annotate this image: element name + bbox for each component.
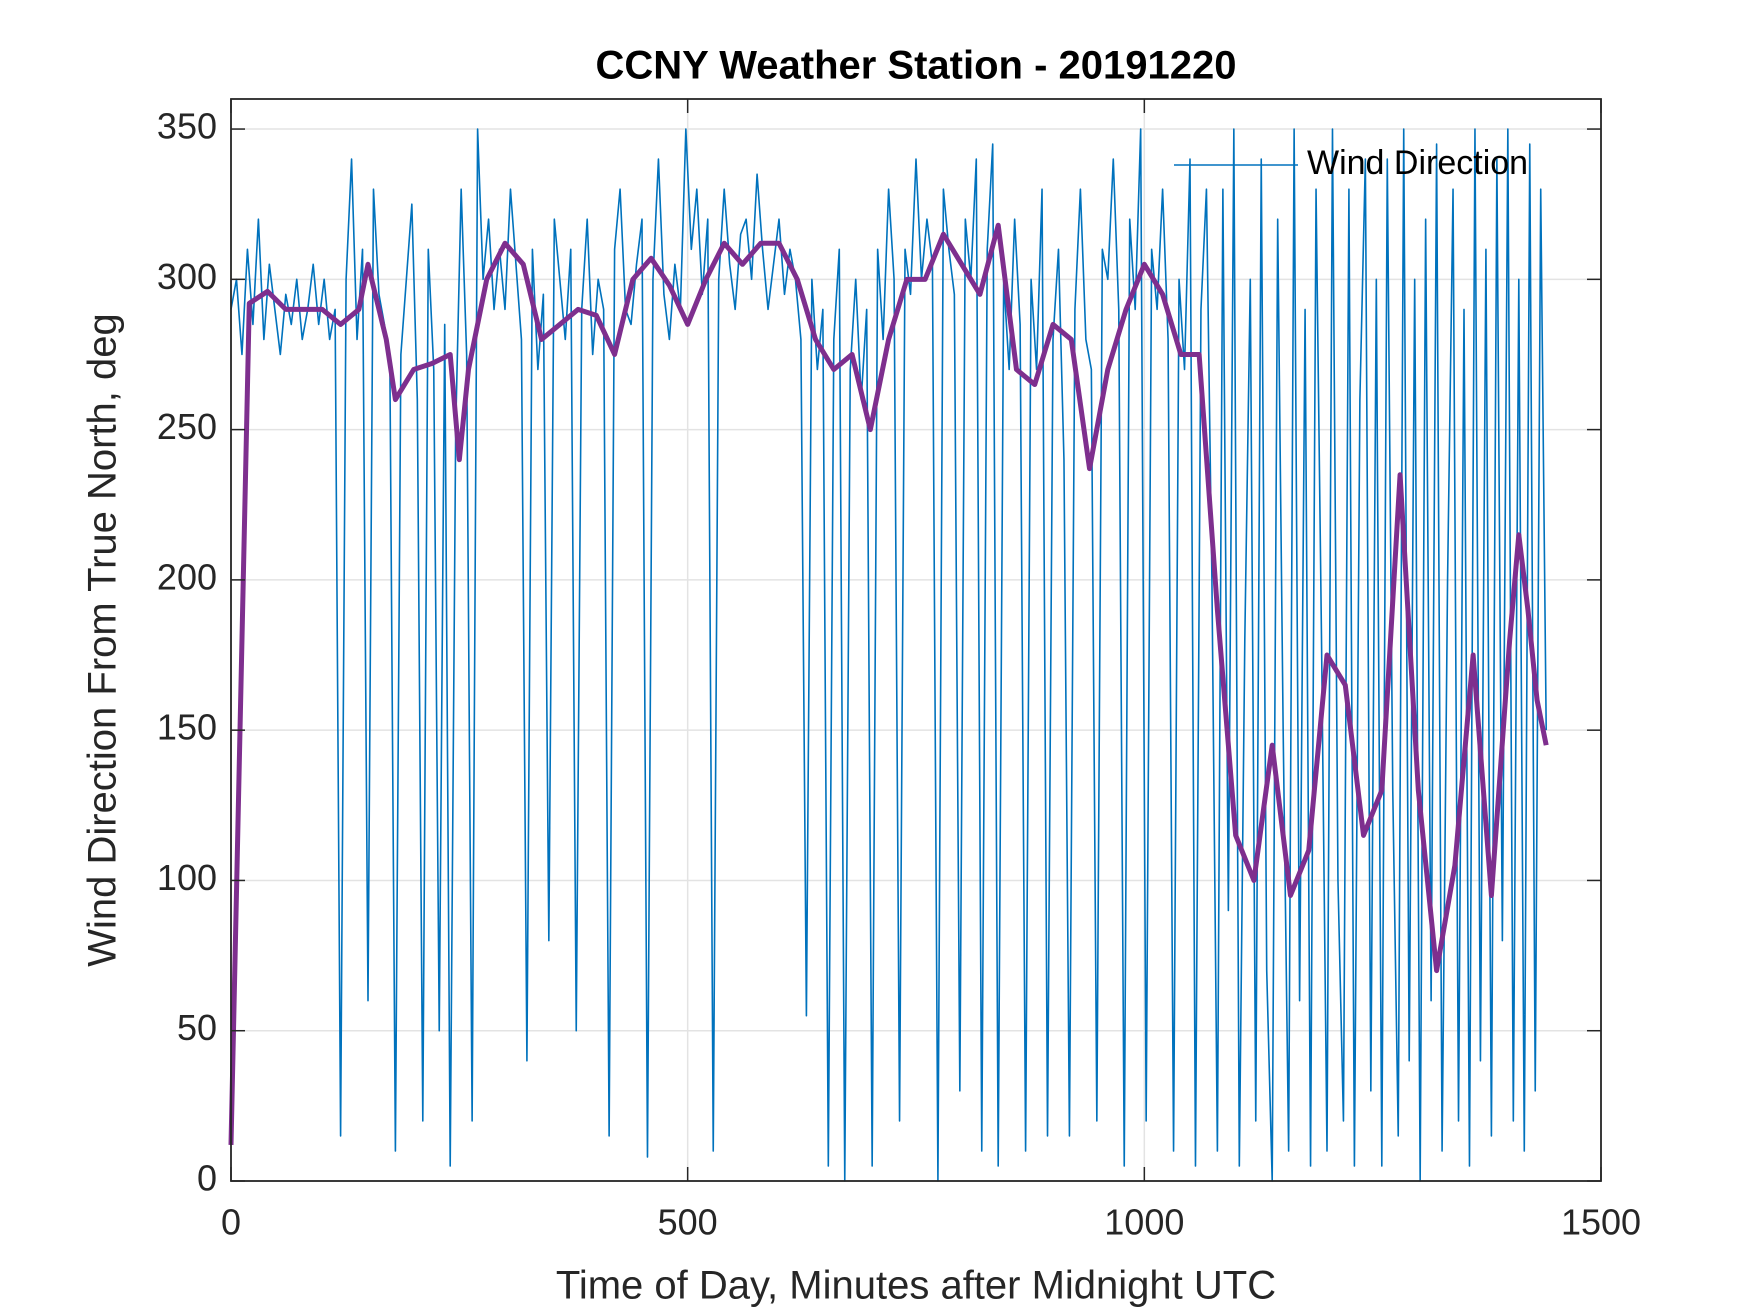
ticks: 0 50 100 150 200 250 300 350 0 500 1000 1500 <box>157 99 1641 1243</box>
axes-box <box>230 98 1602 1182</box>
x-tick-label: 1000 <box>1104 1202 1184 1243</box>
y-tick-label: 250 <box>157 406 217 447</box>
data-line <box>230 128 1547 1182</box>
x-tick-label: 0 <box>221 1202 241 1243</box>
y-tick-label: 150 <box>157 707 217 748</box>
y-tick-label: 50 <box>177 1007 217 1048</box>
x-tick-label: 500 <box>658 1202 718 1243</box>
data-line <box>228 222 1549 1145</box>
y-tick-label: 300 <box>157 256 217 297</box>
y-axis-label: Wind Direction From True North, deg <box>81 313 125 967</box>
y-tick-label: 350 <box>157 106 217 147</box>
y-tick-label: 200 <box>157 556 217 597</box>
data <box>228 128 1549 1182</box>
y-tick-label: 100 <box>157 857 217 898</box>
y-tick-label: 0 <box>197 1158 217 1199</box>
legend: Wind Direction <box>1174 144 1528 182</box>
x-axis-label: Time of Day, Minutes after Midnight UTC <box>556 1264 1276 1308</box>
chart-title: CCNY Weather Station - 20191220 <box>596 44 1237 88</box>
x-tick-label: 1500 <box>1561 1202 1641 1243</box>
legend-label: Wind Direction <box>1307 144 1528 182</box>
